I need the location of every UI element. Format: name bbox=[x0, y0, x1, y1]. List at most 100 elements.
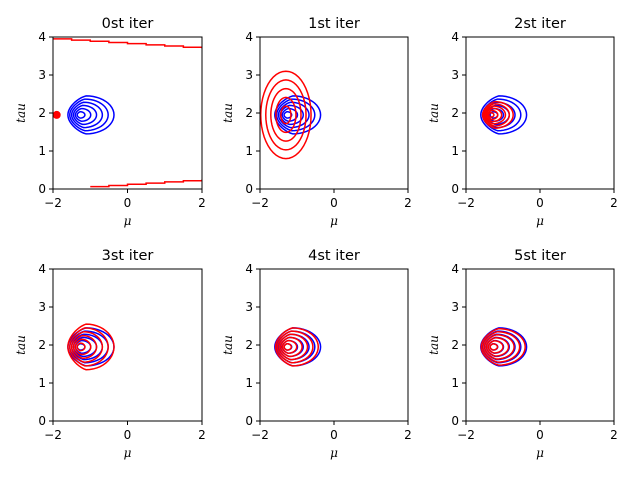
y-tick-label: 2 bbox=[38, 338, 46, 352]
subplot-title: 3st iter bbox=[102, 248, 154, 264]
y-tick-label: 3 bbox=[451, 68, 459, 82]
x-tick-label: 2 bbox=[404, 196, 412, 210]
y-axis-label: tau bbox=[221, 103, 235, 123]
x-tick-label: 2 bbox=[404, 428, 412, 442]
x-tick-label: 0 bbox=[536, 196, 544, 210]
red-contour bbox=[276, 330, 314, 364]
blue-contour bbox=[283, 110, 293, 119]
red-contour bbox=[280, 105, 292, 125]
y-tick-label: 1 bbox=[38, 376, 46, 390]
y-tick-label: 2 bbox=[245, 106, 253, 120]
red-contour bbox=[482, 330, 521, 363]
red-contour bbox=[485, 107, 503, 123]
x-axis-label: μ bbox=[330, 446, 338, 460]
subplot-title: 0st iter bbox=[102, 16, 154, 32]
x-tick-label: −2 bbox=[457, 428, 475, 442]
x-tick-label: −2 bbox=[457, 196, 475, 210]
red-contour-upper bbox=[53, 38, 202, 49]
y-tick-label: 4 bbox=[245, 262, 253, 276]
y-tick-label: 3 bbox=[451, 300, 459, 314]
x-tick-label: 2 bbox=[610, 196, 618, 210]
red-contour bbox=[484, 333, 515, 360]
red-contour bbox=[480, 327, 526, 366]
red-contour bbox=[488, 111, 495, 118]
x-tick-label: −2 bbox=[44, 428, 62, 442]
x-axis-label: μ bbox=[124, 446, 132, 460]
red-point bbox=[52, 110, 61, 119]
red-contour bbox=[485, 337, 510, 357]
blue-contour bbox=[76, 110, 86, 119]
plot-area bbox=[260, 70, 322, 160]
blue-contour bbox=[274, 95, 322, 135]
subplot-title: 4st iter bbox=[308, 248, 360, 264]
y-tick-label: 0 bbox=[38, 182, 46, 196]
blue-contour bbox=[480, 95, 528, 135]
blue-contour bbox=[275, 98, 316, 132]
red-contour bbox=[483, 103, 511, 127]
y-tick-label: 0 bbox=[451, 414, 459, 428]
red-contour bbox=[486, 109, 499, 121]
x-tick-label: 2 bbox=[198, 196, 206, 210]
red-contour bbox=[270, 87, 302, 142]
red-contour bbox=[484, 105, 507, 125]
y-tick-label: 1 bbox=[245, 144, 253, 158]
y-axis-label: tau bbox=[14, 335, 28, 355]
x-tick-label: 0 bbox=[124, 196, 132, 210]
y-axis-label: tau bbox=[427, 335, 441, 355]
plot-area bbox=[480, 95, 528, 135]
x-axis-label: μ bbox=[330, 214, 338, 228]
x-tick-label: −2 bbox=[251, 196, 269, 210]
subplot-title: 2st iter bbox=[514, 16, 566, 32]
red-contour bbox=[487, 340, 504, 354]
y-tick-label: 2 bbox=[245, 338, 253, 352]
red-contour bbox=[265, 79, 307, 151]
red-contour bbox=[72, 334, 98, 360]
x-axis-label: μ bbox=[536, 214, 544, 228]
red-contour bbox=[279, 336, 303, 358]
subplot-title: 5st iter bbox=[514, 248, 566, 264]
red-contour bbox=[275, 96, 297, 134]
y-tick-label: 4 bbox=[451, 30, 459, 44]
y-tick-label: 3 bbox=[38, 300, 46, 314]
blue-contour bbox=[67, 95, 115, 135]
red-contour bbox=[76, 342, 86, 352]
y-tick-label: 1 bbox=[245, 376, 253, 390]
blue-contour bbox=[74, 107, 92, 122]
plot-area bbox=[67, 323, 115, 371]
blue-contour bbox=[69, 98, 109, 132]
plot-area bbox=[53, 38, 202, 188]
blue-contour bbox=[70, 101, 104, 129]
x-tick-label: −2 bbox=[44, 196, 62, 210]
red-contour bbox=[70, 330, 104, 363]
red-contour bbox=[281, 339, 298, 354]
y-tick-label: 4 bbox=[245, 30, 253, 44]
x-tick-label: 0 bbox=[330, 428, 338, 442]
y-tick-label: 2 bbox=[38, 106, 46, 120]
y-tick-label: 2 bbox=[451, 338, 459, 352]
blue-contour bbox=[72, 104, 98, 126]
y-axis-label: tau bbox=[14, 103, 28, 123]
y-axis-label: tau bbox=[221, 335, 235, 355]
y-tick-label: 4 bbox=[38, 30, 46, 44]
x-tick-label: 0 bbox=[536, 428, 544, 442]
red-contour bbox=[489, 343, 499, 351]
x-axis-label: μ bbox=[536, 446, 544, 460]
x-tick-label: −2 bbox=[251, 428, 269, 442]
y-tick-label: 0 bbox=[245, 414, 253, 428]
x-tick-label: 0 bbox=[124, 428, 132, 442]
y-tick-label: 3 bbox=[38, 68, 46, 82]
red-contour bbox=[260, 70, 312, 160]
subplot-title: 1st iter bbox=[308, 16, 360, 32]
y-axis-label: tau bbox=[427, 103, 441, 123]
red-contour bbox=[67, 323, 115, 371]
y-tick-label: 1 bbox=[38, 144, 46, 158]
x-tick-label: 2 bbox=[198, 428, 206, 442]
y-tick-label: 3 bbox=[245, 68, 253, 82]
y-tick-label: 3 bbox=[245, 300, 253, 314]
red-contour bbox=[274, 327, 320, 367]
